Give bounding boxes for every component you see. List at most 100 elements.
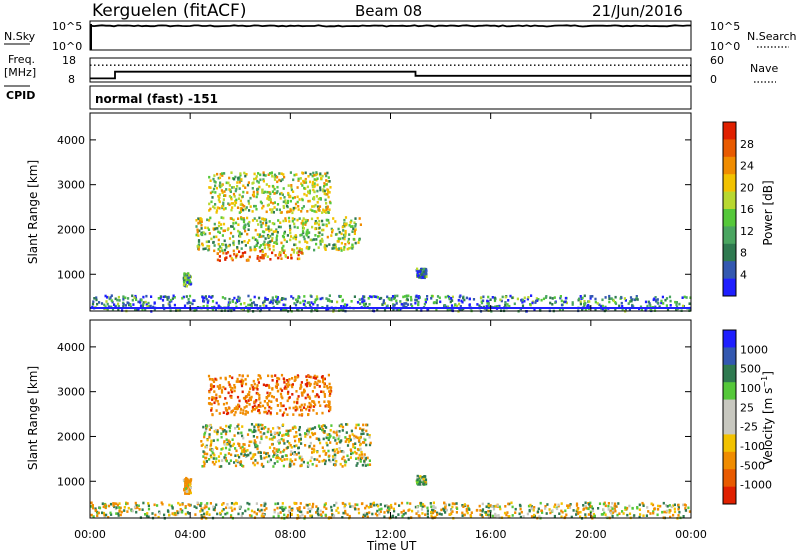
- velocity-cell: [326, 433, 329, 436]
- power-cell: [289, 171, 292, 174]
- power-cell: [204, 232, 207, 236]
- power-cell: [106, 296, 109, 299]
- power-cell: [644, 300, 648, 304]
- power-cell: [661, 295, 664, 299]
- velocity-cell: [214, 460, 218, 464]
- power-cell: [333, 243, 336, 246]
- power-cell: [122, 304, 125, 308]
- colorbar-tick-label: -25: [740, 421, 758, 434]
- velocity-cell: [344, 460, 348, 464]
- velocity-cell: [560, 502, 563, 505]
- velocity-cell: [367, 506, 370, 509]
- power-cell: [131, 294, 134, 298]
- power-cell: [304, 221, 307, 224]
- velocity-cell: [277, 433, 280, 437]
- power-cell: [331, 229, 334, 232]
- velocity-cell: [252, 461, 255, 465]
- power-cell: [247, 199, 250, 203]
- power-cell: [275, 242, 279, 245]
- velocity-cell: [257, 392, 260, 396]
- power-cell: [324, 198, 327, 202]
- velocity-cell: [314, 377, 318, 380]
- velocity-cell: [553, 505, 556, 509]
- power-cell: [649, 308, 652, 311]
- velocity-cell: [294, 439, 297, 443]
- power-cell: [343, 245, 346, 249]
- power-cell: [326, 207, 329, 210]
- power-cell: [423, 267, 426, 271]
- power-cell: [416, 270, 419, 273]
- velocity-cell: [268, 399, 271, 403]
- x-tick-label: 16:00: [475, 528, 507, 541]
- power-cell: [262, 254, 265, 257]
- velocity-cell: [263, 410, 266, 414]
- velocity-cell: [465, 509, 468, 513]
- power-cell: [289, 231, 292, 235]
- power-cell: [405, 298, 408, 302]
- power-cell: [263, 230, 266, 234]
- power-cell: [485, 308, 488, 312]
- power-cell: [354, 241, 357, 245]
- power-cell: [647, 300, 650, 304]
- velocity-cell: [184, 512, 187, 516]
- velocity-cell: [246, 433, 250, 436]
- power-cell: [608, 300, 611, 304]
- power-cell: [461, 300, 464, 304]
- colorbar-tick-label: 20: [740, 181, 754, 194]
- velocity-cell: [673, 503, 676, 507]
- power-cell: [225, 256, 228, 259]
- velocity-cell: [187, 479, 191, 483]
- power-cell: [298, 198, 301, 201]
- power-cell: [303, 192, 306, 196]
- power-cell: [321, 233, 324, 236]
- velocity-cell: [652, 511, 655, 515]
- velocity-cell: [344, 509, 347, 513]
- power-cell: [264, 298, 267, 301]
- velocity-cell: [466, 504, 470, 508]
- velocity-cell: [333, 504, 336, 507]
- velocity-cell: [147, 504, 150, 508]
- power-cell: [293, 196, 296, 199]
- power-cell: [418, 296, 421, 299]
- velocity-cell: [276, 383, 280, 386]
- power-cell: [340, 241, 343, 245]
- power-cell: [521, 298, 524, 302]
- velocity-cell: [487, 504, 490, 507]
- velocity-cell: [185, 479, 188, 483]
- velocity-cell: [455, 502, 458, 505]
- velocity-cell: [116, 503, 119, 507]
- velocity-cell: [282, 439, 285, 443]
- power-cell: [282, 303, 285, 307]
- power-cell: [504, 301, 507, 304]
- power-cell: [393, 296, 396, 299]
- velocity-cell: [246, 501, 249, 505]
- velocity-cell: [332, 514, 336, 518]
- power-cell: [347, 237, 350, 241]
- power-cell: [314, 203, 317, 207]
- velocity-cell: [416, 478, 419, 481]
- velocity-cell: [359, 443, 362, 447]
- power-cell: [313, 190, 316, 193]
- power-cell: [233, 195, 236, 198]
- velocity-cell: [338, 447, 341, 450]
- velocity-cell: [174, 513, 177, 517]
- power-cell: [419, 270, 422, 273]
- velocity-cell: [254, 440, 257, 444]
- power-cell: [354, 217, 357, 220]
- power-cell: [319, 243, 322, 246]
- velocity-cell: [313, 449, 316, 453]
- power-cell: [246, 191, 249, 194]
- velocity-cell: [228, 442, 231, 446]
- power-cell: [313, 197, 316, 201]
- power-cell: [669, 299, 672, 303]
- velocity-cell: [90, 513, 93, 517]
- power-cell: [656, 301, 659, 304]
- power-cell: [311, 205, 314, 208]
- power-cell: [326, 171, 329, 175]
- power-cell: [343, 303, 346, 306]
- power-cell: [396, 308, 399, 312]
- power-cell: [328, 243, 331, 246]
- velocity-cell: [316, 382, 319, 385]
- freq-panel: [89, 57, 692, 83]
